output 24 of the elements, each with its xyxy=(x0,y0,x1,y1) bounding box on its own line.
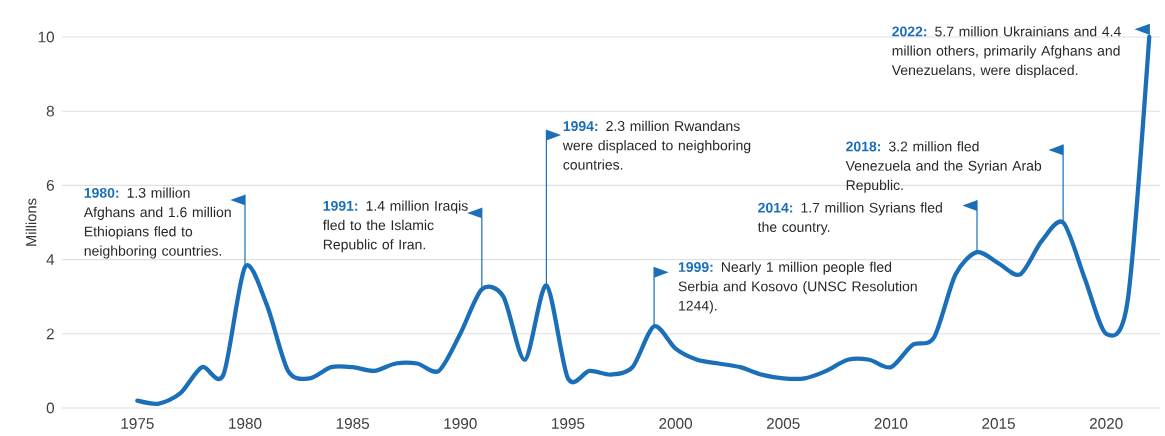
annotation: 1980: 1.3 million Afghans and 1.6 million Ethiopians fled to neighboring countries. xyxy=(83,187,231,259)
y-tick-label: 6 xyxy=(46,179,54,191)
annotation: 2022: 5.7 million Ukrainians and 4.4 million others, primarily Afghans and Venezuelans, were displaced. xyxy=(891,26,1121,78)
x-tick-label: 2020 xyxy=(1089,418,1123,429)
x-tick-label: 1975 xyxy=(121,418,154,429)
y-tick-label: 0 xyxy=(46,402,55,414)
annotation: 2014: 1.7 million Syrians fled the country. xyxy=(757,202,942,235)
x-tick-label: 2015 xyxy=(982,418,1015,429)
annotation: 1999: Nearly 1 million people fled Serbia and Kosovo (UNSC Resolution 1244). xyxy=(678,261,917,314)
annotation: 1994: 2.3 million Rwandans were displaced to neighboring countries. xyxy=(562,120,751,170)
annotation: 2018: 3.2 million fled Venezuela and the Syrian Arab Republic. xyxy=(845,141,1042,193)
x-tick-label: 2005 xyxy=(766,418,800,429)
y-tick-label: 8 xyxy=(46,105,54,117)
x-tick-label: 2000 xyxy=(659,418,693,429)
annotation: 1991: 1.4 million Iraqis fled to the Islamic Republic of Iran. xyxy=(322,200,468,253)
y-tick-label: 2 xyxy=(46,328,54,340)
y-tick-label: 10 xyxy=(38,31,55,43)
y-axis-title: Millions xyxy=(25,198,37,246)
x-tick-label: 1980 xyxy=(229,418,262,429)
x-tick-label: 1990 xyxy=(444,418,477,429)
x-tick-label: 2010 xyxy=(874,418,908,429)
x-tick-label: 1995 xyxy=(552,418,585,429)
x-tick-label: 1985 xyxy=(336,418,370,429)
y-tick-label: 4 xyxy=(46,254,55,265)
